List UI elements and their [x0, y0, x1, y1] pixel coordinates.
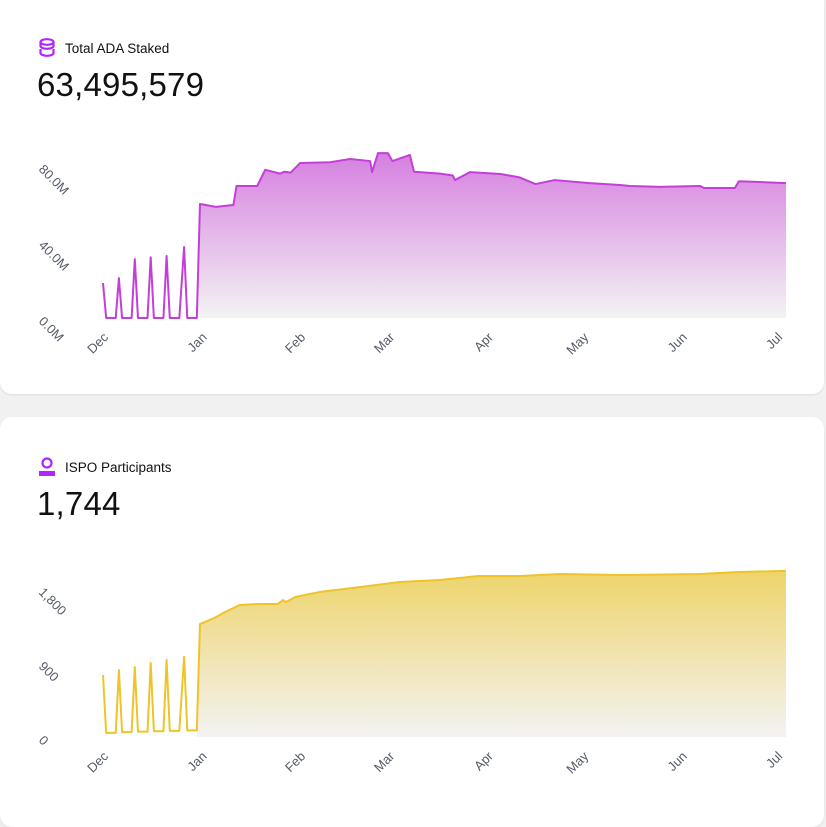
ispo-participants-chart: 0 900 1,800 Dec Jan Feb Mar Apr May Jun Jul — [0, 417, 824, 817]
x-tick-label: Jun — [664, 330, 689, 355]
x-tick-label: Dec — [84, 748, 111, 775]
y-tick-label: 0 — [36, 733, 52, 749]
x-tick-label: Mar — [371, 748, 398, 775]
x-tick-label: Feb — [282, 749, 308, 775]
area-fill — [197, 153, 786, 318]
x-tick-label: Jan — [184, 330, 209, 355]
x-tick-label: Jul — [763, 748, 785, 770]
x-tick-label: Feb — [282, 330, 308, 356]
y-tick-label: 900 — [36, 659, 62, 685]
x-tick-label: Mar — [371, 329, 398, 356]
x-tick-label: Jul — [763, 329, 785, 351]
x-tick-label: Apr — [471, 748, 496, 773]
y-tick-label: 40.0M — [36, 238, 72, 274]
ada-staked-chart: 0.0M 40.0M 80.0M Dec Jan Feb Mar Apr May Jun Jul — [0, 0, 824, 400]
x-tick-label: Dec — [84, 329, 111, 356]
x-tick-label: Jan — [184, 749, 209, 774]
x-tick-label: May — [563, 329, 591, 357]
y-tick-label: 1,800 — [36, 585, 70, 619]
x-tick-label: May — [563, 748, 591, 776]
x-tick-label: Jun — [664, 749, 689, 774]
x-tick-label: Apr — [471, 329, 496, 354]
y-tick-label: 80.0M — [36, 162, 72, 198]
area-fill — [197, 571, 786, 737]
y-tick-label: 0.0M — [36, 314, 67, 345]
